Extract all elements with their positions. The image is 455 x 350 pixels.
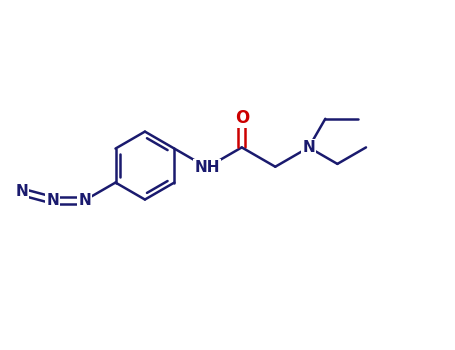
Text: N: N (46, 193, 59, 208)
Text: N: N (15, 184, 28, 200)
Text: N: N (78, 193, 91, 208)
Text: NH: NH (194, 160, 220, 175)
Text: O: O (235, 109, 249, 127)
Text: N: N (303, 140, 315, 155)
